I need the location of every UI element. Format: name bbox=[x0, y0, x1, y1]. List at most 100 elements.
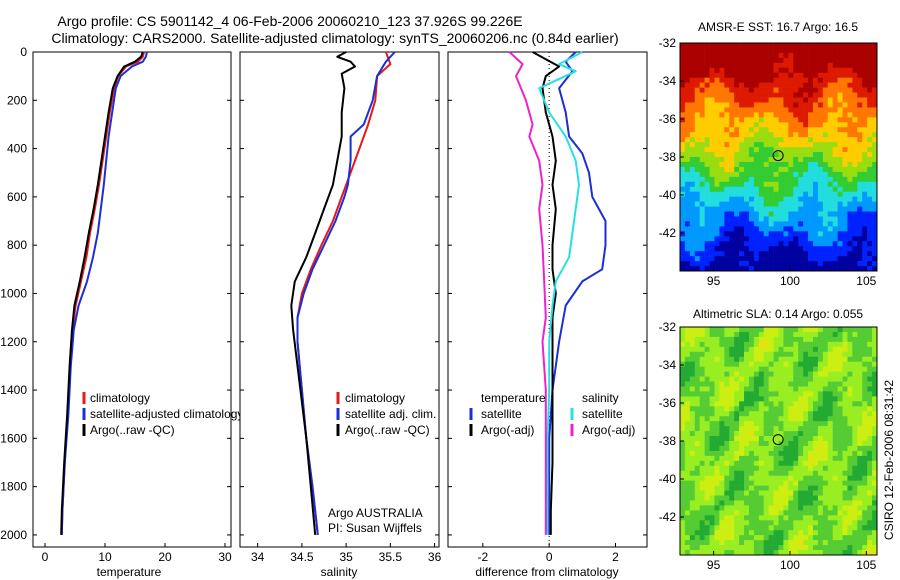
map-cell bbox=[699, 436, 705, 442]
map-cell bbox=[798, 176, 804, 183]
map-cell bbox=[753, 206, 760, 212]
map-cell bbox=[793, 206, 799, 212]
map-cell bbox=[812, 161, 819, 168]
map-cell bbox=[734, 411, 740, 417]
map-cell bbox=[847, 426, 853, 432]
map-cell bbox=[709, 411, 715, 417]
map-cell bbox=[714, 261, 720, 267]
map-cell bbox=[783, 336, 789, 343]
map-cell bbox=[857, 421, 863, 427]
map-cell bbox=[758, 361, 765, 367]
map-cell bbox=[704, 475, 710, 481]
map-cell bbox=[852, 266, 858, 272]
map-cell bbox=[842, 485, 848, 491]
map-cell bbox=[773, 475, 779, 481]
map-cell bbox=[812, 431, 819, 437]
map-cell bbox=[817, 191, 824, 197]
map-cell bbox=[680, 152, 686, 158]
map-cell bbox=[724, 231, 730, 237]
map-cell bbox=[862, 256, 868, 262]
map-cell bbox=[798, 152, 804, 158]
map-cell bbox=[817, 112, 824, 118]
map-cell bbox=[812, 436, 819, 442]
map-cell bbox=[778, 201, 784, 207]
map-cell bbox=[689, 147, 696, 153]
map-cell bbox=[699, 426, 705, 432]
map-cell bbox=[808, 226, 814, 232]
map-cell bbox=[763, 137, 769, 143]
map-cell bbox=[862, 181, 868, 188]
map-cell bbox=[783, 535, 789, 541]
map-cell bbox=[699, 57, 705, 64]
map-cell bbox=[832, 157, 838, 163]
map-cell bbox=[734, 216, 740, 222]
map-cell bbox=[857, 441, 863, 447]
map-cell bbox=[867, 256, 873, 262]
map-cell bbox=[788, 401, 794, 407]
map-cell bbox=[689, 256, 696, 262]
map-cell bbox=[704, 356, 710, 362]
map-cell bbox=[719, 102, 725, 108]
map-cell bbox=[832, 266, 838, 272]
map-cell bbox=[763, 82, 769, 88]
map-cell bbox=[822, 540, 829, 546]
map-cell bbox=[719, 386, 725, 392]
map-cell bbox=[719, 495, 725, 501]
map-cell bbox=[684, 261, 691, 267]
map-cell bbox=[837, 341, 843, 348]
map-cell bbox=[709, 117, 715, 123]
map-cell bbox=[862, 406, 868, 412]
map-cell bbox=[753, 386, 760, 392]
map-cell bbox=[763, 381, 769, 387]
map-cell bbox=[729, 166, 735, 173]
map-cell bbox=[837, 480, 843, 486]
map-cell bbox=[734, 465, 740, 472]
map-cell bbox=[694, 216, 700, 222]
map-cell bbox=[847, 152, 853, 158]
map-cell bbox=[689, 366, 696, 372]
map-cell bbox=[744, 191, 750, 197]
map-cell bbox=[744, 43, 750, 49]
map-cell bbox=[704, 515, 710, 521]
map-cell bbox=[847, 77, 853, 83]
map-cell bbox=[812, 545, 819, 551]
map-cell bbox=[748, 112, 755, 118]
map-cell bbox=[729, 505, 735, 511]
map-cell bbox=[748, 346, 755, 353]
map-cell bbox=[812, 92, 819, 98]
map-cell bbox=[837, 82, 843, 88]
map-cell bbox=[862, 97, 868, 103]
map-cell bbox=[798, 406, 804, 412]
map-cell bbox=[763, 67, 769, 74]
map-cell bbox=[798, 191, 804, 197]
map-cell bbox=[680, 256, 686, 262]
map-cell bbox=[684, 500, 691, 506]
map-cell bbox=[773, 67, 779, 74]
map-cell bbox=[803, 406, 809, 412]
map-cell bbox=[778, 166, 784, 173]
map-cell bbox=[803, 117, 809, 123]
map-cell bbox=[729, 43, 735, 49]
map-cell bbox=[714, 142, 720, 148]
map-cell bbox=[808, 485, 814, 491]
map-cell bbox=[729, 441, 735, 447]
map-cell bbox=[847, 191, 853, 197]
map-cell bbox=[739, 122, 745, 128]
map-cell bbox=[857, 211, 863, 217]
map-cell bbox=[862, 157, 868, 163]
map-cell bbox=[852, 366, 858, 372]
map-cell bbox=[847, 535, 853, 541]
map-cell bbox=[817, 62, 824, 69]
map-cell bbox=[817, 92, 824, 98]
map-cell bbox=[680, 191, 686, 197]
map-cell bbox=[872, 366, 878, 372]
series-line-2 bbox=[538, 51, 583, 535]
map-cell bbox=[812, 142, 819, 148]
map-cell bbox=[689, 221, 696, 227]
map-cell bbox=[773, 57, 779, 64]
map-cell bbox=[753, 43, 760, 49]
map-cell bbox=[778, 490, 784, 496]
map-cell bbox=[862, 530, 868, 536]
map-cell bbox=[832, 191, 838, 197]
map-cell bbox=[852, 500, 858, 506]
